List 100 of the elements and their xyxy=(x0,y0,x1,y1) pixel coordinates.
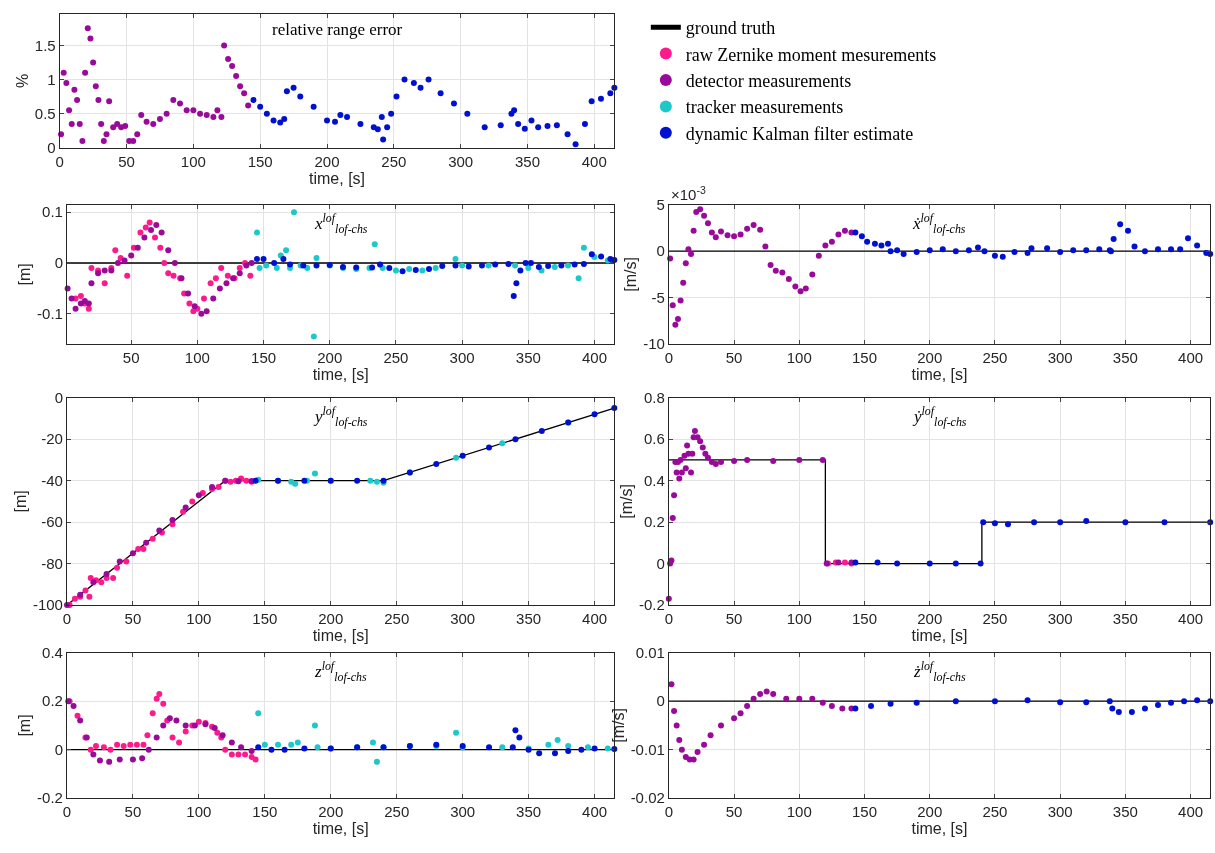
x-tick-label: 250 xyxy=(384,803,410,821)
y-tick-label: -0.2 xyxy=(37,789,63,807)
x-tick-label: 250 xyxy=(982,610,1008,628)
x-axis-title: time, [s] xyxy=(312,820,369,838)
x-tick-label: 400 xyxy=(581,349,608,367)
x-tick-label: 350 xyxy=(1112,803,1138,821)
x-tick-label: 100 xyxy=(786,610,812,628)
chart-title: relative range error xyxy=(272,20,403,39)
y-tick-label: 0.5 xyxy=(34,104,56,122)
y-tick-label: -0.2 xyxy=(638,596,665,614)
y-tick-label: 0 xyxy=(54,740,63,758)
x-tick-label: 250 xyxy=(381,152,407,170)
y-tick-label: 0.4 xyxy=(42,643,63,661)
y-tick-label: 0 xyxy=(656,692,665,710)
x-tick-label: 300 xyxy=(450,610,476,628)
y-axis-title: [m/s] xyxy=(617,484,635,519)
x-tick-label: 250 xyxy=(383,349,409,367)
y-tick-label: 0 xyxy=(656,242,665,260)
x-tick-label: 400 xyxy=(1178,610,1204,628)
y-tick-label: -80 xyxy=(41,554,63,572)
y-tick-label: -10 xyxy=(643,335,665,353)
x-tick-label: 350 xyxy=(514,152,540,170)
y-axis-title: [m/s] xyxy=(609,708,627,743)
y-axis-title: [m] xyxy=(16,263,34,286)
y-tick-label: 1 xyxy=(47,70,56,88)
x-tick-label: 250 xyxy=(384,610,410,628)
text: ×10$^{-3}$ xyxy=(671,184,706,204)
y-tick-label: 0.1 xyxy=(42,203,63,221)
x-tick-label: 200 xyxy=(917,803,943,821)
x-axis-title: time, [s] xyxy=(312,366,369,384)
x-tick-label: 350 xyxy=(516,803,542,821)
x-tick-label: 100 xyxy=(786,803,812,821)
legend-label: raw Zernike moment mesurements xyxy=(685,44,937,65)
y-tick-label: 0.4 xyxy=(643,471,665,489)
x-tick-label: 350 xyxy=(516,610,542,628)
x-tick-label: 200 xyxy=(917,610,943,628)
y-tick-label: 0 xyxy=(54,388,63,406)
y-axis-title: [m/s] xyxy=(622,257,640,292)
y-tick-label: 1.5 xyxy=(34,36,56,54)
y-tick-label: 0 xyxy=(47,139,56,157)
x-tick-label: 400 xyxy=(581,152,607,170)
y-tick-label: -100 xyxy=(32,596,63,614)
x-tick-label: 100 xyxy=(186,610,212,628)
x-tick-label: 150 xyxy=(851,349,878,367)
x-tick-label: 100 xyxy=(184,349,210,367)
x-tick-label: 300 xyxy=(449,349,475,367)
y-axis-title: [m] xyxy=(16,714,34,737)
x-tick-label: 50 xyxy=(122,349,140,367)
x-tick-label: 50 xyxy=(124,610,142,628)
y-tick-label: 0.6 xyxy=(643,430,665,448)
x-tick-label: 200 xyxy=(314,152,340,170)
x-tick-label: 400 xyxy=(582,803,608,821)
x-tick-label: 50 xyxy=(725,349,743,367)
y-tick-label: -0.1 xyxy=(37,305,63,323)
x-tick-label: 400 xyxy=(1178,349,1204,367)
x-tick-label: 200 xyxy=(317,349,343,367)
x-tick-label: 400 xyxy=(1178,803,1204,821)
x-tick-label: 300 xyxy=(1047,610,1073,628)
x-tick-label: 50 xyxy=(118,152,135,170)
x-tick-label: 50 xyxy=(725,803,743,821)
x-tick-label: 200 xyxy=(917,349,943,367)
x-tick-label: 150 xyxy=(247,152,273,170)
x-tick-label: 50 xyxy=(725,610,743,628)
x-tick-label: 150 xyxy=(252,610,278,628)
x-tick-label: 150 xyxy=(252,803,278,821)
x-tick-label: 300 xyxy=(1047,803,1073,821)
x-axis-title: time, [s] xyxy=(911,820,968,838)
y-tick-label: -60 xyxy=(41,513,63,531)
legend-label: tracker measurements xyxy=(685,97,844,118)
y-tick-label: -5 xyxy=(651,288,665,306)
x-tick-label: 50 xyxy=(124,803,142,821)
y-tick-label: 5 xyxy=(656,195,665,213)
x-tick-label: 150 xyxy=(851,803,878,821)
x-tick-label: 350 xyxy=(515,349,541,367)
y-tick-label: 0.2 xyxy=(643,513,665,531)
x-tick-label: 400 xyxy=(582,610,608,628)
x-tick-label: 150 xyxy=(851,610,878,628)
x-tick-label: 300 xyxy=(448,152,474,170)
y-tick-label: -0.02 xyxy=(630,789,665,807)
y-tick-label: 0 xyxy=(656,554,665,572)
x-tick-label: 200 xyxy=(318,803,344,821)
x-tick-label: 300 xyxy=(1047,349,1073,367)
y-axis-title: [m] xyxy=(11,490,29,513)
x-axis-title: time, [s] xyxy=(911,627,968,645)
x-tick-label: 150 xyxy=(251,349,277,367)
legend-label: detector measurements xyxy=(685,71,852,92)
x-tick-label: 350 xyxy=(1112,610,1138,628)
x-axis-title: time, [s] xyxy=(911,366,968,384)
y-tick-label: 0.8 xyxy=(643,388,665,406)
y-tick-label: -40 xyxy=(41,471,63,489)
y-tick-label: 0 xyxy=(54,254,63,272)
x-tick-label: 100 xyxy=(786,349,812,367)
x-tick-label: 100 xyxy=(180,152,206,170)
y-tick-label: -0.01 xyxy=(630,740,665,758)
legend-label: dynamic Kalman filter estimate xyxy=(685,123,914,144)
x-tick-label: 250 xyxy=(982,349,1008,367)
x-tick-label: 350 xyxy=(1112,349,1138,367)
x-tick-label: 100 xyxy=(186,803,212,821)
legend-label: ground truth xyxy=(685,18,776,39)
x-tick-label: 200 xyxy=(318,610,344,628)
